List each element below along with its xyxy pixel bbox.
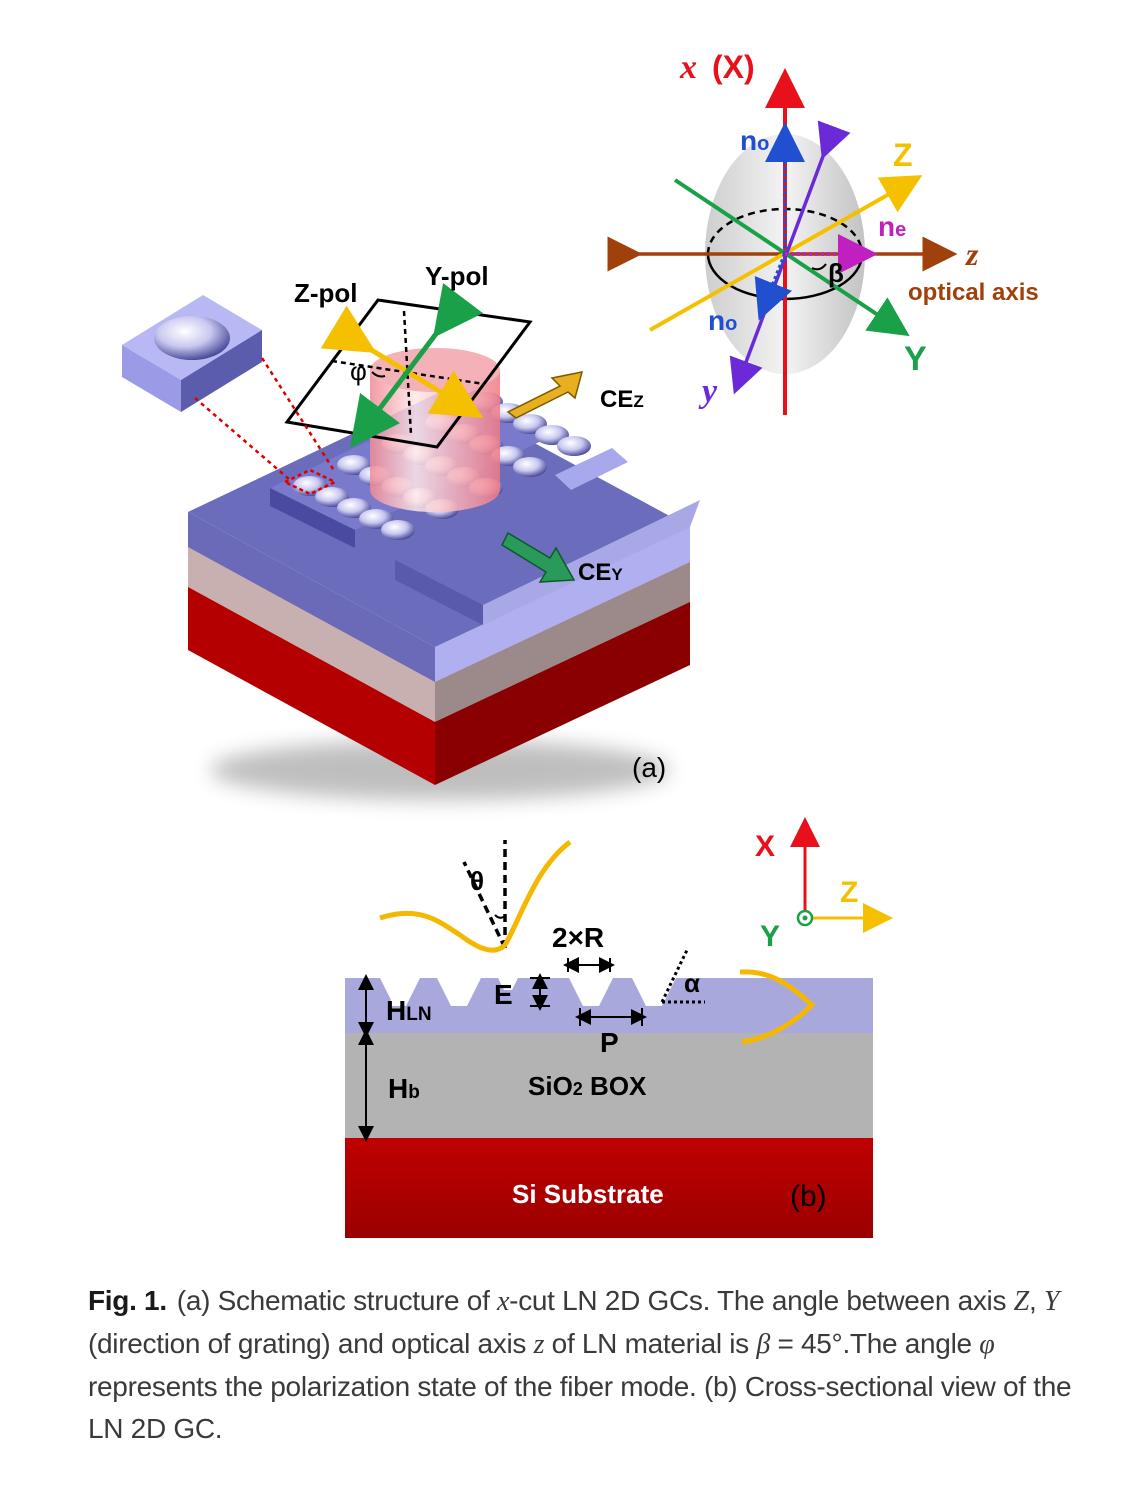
caption-italic: β <box>756 1329 770 1360</box>
ce-y-label: CEY <box>578 559 623 586</box>
caption-italic: x <box>497 1286 510 1317</box>
hole-inset <box>122 295 338 496</box>
ce-y-arrow <box>501 531 576 583</box>
p-label: P <box>600 1027 619 1058</box>
grating-hole <box>557 436 591 456</box>
axis-y-label: Y <box>760 920 780 953</box>
caption-text: -cut LN 2D GCs. The angle between axis <box>509 1285 1014 1316</box>
ce-z-arrow <box>506 371 584 419</box>
caption-text: represents the polarization state of the… <box>88 1371 1072 1444</box>
h-b-label: Hb <box>388 1073 420 1104</box>
n-e-label: ne <box>878 211 906 242</box>
z-pol-label: Z-pol <box>294 278 358 308</box>
axis-z-italic-label: z <box>965 236 979 272</box>
panel-a-device <box>188 390 700 800</box>
panel-b-cross-section <box>345 817 893 1238</box>
theta-label: θ <box>470 866 484 896</box>
panel-b-label: (b) <box>790 1180 827 1213</box>
caption-text: (direction of grating) and optical axis <box>88 1328 534 1359</box>
axis-x-italic-label: x <box>679 49 697 86</box>
polarization-plane <box>284 282 533 449</box>
panel-a-label: (a) <box>632 752 666 783</box>
axis-z-cap-label: Z <box>893 137 913 173</box>
axis-y-italic-label: y <box>698 373 718 410</box>
y-pol-label: Y-pol <box>425 261 489 291</box>
beta-label: β <box>828 258 844 288</box>
two-r-label: 2×R <box>552 922 604 953</box>
figure-1: Z-pol Y-pol φ CEZ CEY (a) <box>122 49 1039 1238</box>
grating-hole <box>513 457 547 477</box>
n-o-top-label: no <box>740 125 769 156</box>
axis-y-cap-label: Y <box>904 340 927 378</box>
caption-text: (a) Schematic structure of <box>176 1285 498 1316</box>
caption-italic: Z <box>1013 1286 1030 1317</box>
grating-hole <box>381 520 415 540</box>
h-ln-label: HLN <box>386 995 432 1026</box>
optical-axis-label: optical axis <box>908 279 1039 306</box>
e-label: E <box>494 979 513 1010</box>
n-o-bottom-label: no <box>708 305 737 336</box>
si-substrate-label: Si Substrate <box>512 1179 664 1209</box>
caption-italic: Y <box>1043 1286 1060 1317</box>
axis-x-cap-label: (X) <box>712 49 755 85</box>
caption-text: of LN material is <box>544 1328 757 1359</box>
index-ellipsoid <box>607 68 958 415</box>
caption-italic: φ <box>979 1329 995 1360</box>
phi-label: φ <box>350 356 367 386</box>
axis-x-label: X <box>755 830 775 863</box>
ce-z-label: CEZ <box>600 386 644 413</box>
figure-number: Fig. 1. <box>88 1285 167 1316</box>
caption-italic: z <box>533 1329 545 1360</box>
figure-caption: Fig. 1. (a) Schematic structure of x-cut … <box>88 1280 1098 1450</box>
caption-text: , <box>1028 1285 1044 1316</box>
sio2-box-label: SiO2 BOX <box>528 1071 647 1101</box>
alpha-label: α <box>684 968 700 998</box>
fiber-mode-cylinder <box>370 348 500 512</box>
caption-text: = 45°.The angle <box>770 1328 980 1359</box>
axis-z-label: Z <box>840 876 858 909</box>
